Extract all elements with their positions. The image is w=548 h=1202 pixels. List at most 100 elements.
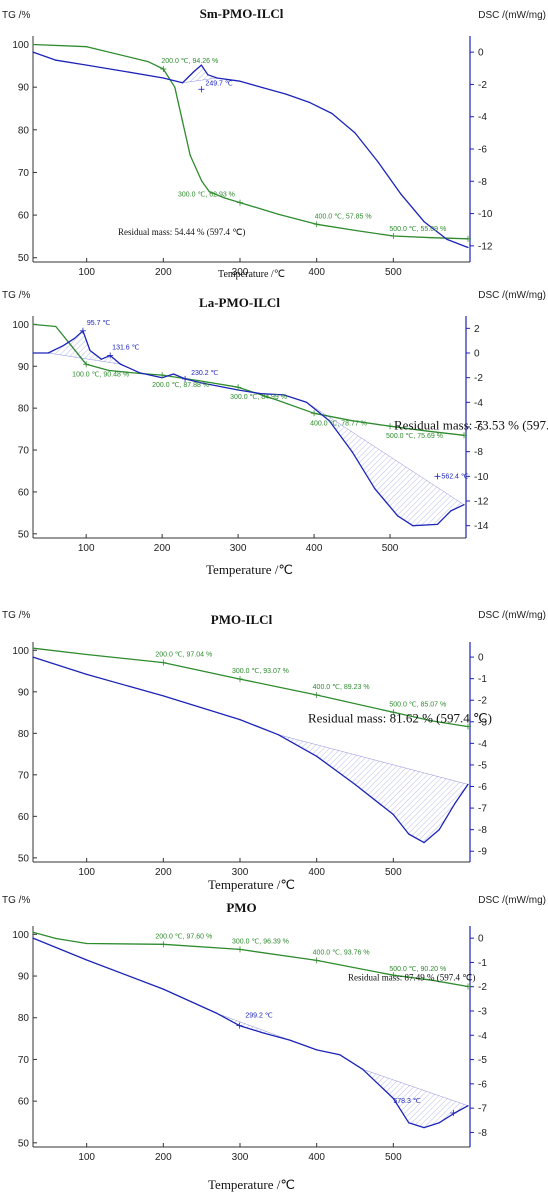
dsc-data-point [283,394,285,396]
annotation-label: 95.7 ℃ [87,320,111,327]
tg-data-point [32,931,34,933]
x-tick-label: 100 [78,867,95,878]
y-right-axis-title: DSC /(mW/mg) [478,290,546,301]
y-right-tick-label: -8 [478,1128,487,1139]
dsc-peak-area [47,330,122,365]
dsc-data-point [86,673,88,675]
y-right-tick-label: -2 [474,373,483,384]
x-axis-title: Temperature /℃ [208,1177,295,1192]
y-left-axis-title: TG /% [2,895,30,906]
y-right-tick-label: 0 [478,48,484,59]
dsc-data-point [400,193,402,195]
y-right-tick-label: -14 [474,521,489,532]
y-right-tick-label: -4 [478,739,487,750]
y-right-tick-label: -6 [478,782,487,793]
tg-data-point [55,325,57,328]
annotation-label: 300.0 ℃, 93.07 % [232,668,289,675]
dsc-peak-area [216,1013,290,1041]
y-right-tick-label: -1 [478,674,487,685]
y-right-tick-label: -6 [478,1079,487,1090]
tg-data-point [32,43,34,46]
y-left-tick-label: 90 [18,972,30,983]
tg-data-point [201,180,203,182]
y-right-tick-label: 2 [474,324,480,335]
y-right-tick-label: -10 [478,209,493,220]
chart-pmo: 100 200 300 400 500 50 60 70 80 90 100 0 -1 -2 -3 -4 -5 -… [2,895,546,1192]
dsc-data-point [467,246,469,249]
y-right-axis-title: DSC /(mW/mg) [478,895,546,906]
dsc-data-point [260,393,262,395]
y-right-tick-label: -12 [474,497,489,508]
dsc-data-point [316,1049,318,1051]
tg-data-point [199,380,201,382]
annotation-label: 230.2 ℃ [191,370,218,377]
y-left-tick-label: 50 [18,253,30,264]
y-left-tick-label: 60 [18,487,30,498]
y-left-tick-label: 70 [18,446,30,457]
y-right-tick-label: -4 [478,1031,487,1042]
y-left-tick-label: 80 [18,729,30,740]
y-left-tick-label: 90 [18,362,30,373]
annotation-label: 562.4 ℃ [441,473,468,480]
annotation-label: 500.0 ℃, 55.09 % [389,226,446,233]
annotation-label: 578.3 ℃ [393,1098,420,1105]
y-left-tick-label: 80 [18,1013,30,1024]
annotation-label: 400.0 ℃, 93.76 % [313,949,370,956]
x-axis-title: Temperature /℃ [206,562,293,577]
dsc-data-point [172,373,175,375]
y-right-tick-label: -6 [474,423,483,434]
tg-data-point [108,369,110,372]
y-left-tick-label: 70 [18,1055,30,1066]
dsc-data-point [138,372,140,374]
tg-data-point [32,323,34,325]
residual-mass-label: Residual mass: 81.62 % (597.4 ℃) [308,711,492,726]
y-left-tick-label: 100 [12,320,29,331]
y-right-tick-label: -7 [478,1104,487,1115]
tg-data-point [351,420,353,422]
tg-data-point [427,430,429,432]
x-tick-label: 400 [308,267,325,278]
residual-mass-label: Residual mass: 73.53 % (597.4 ℃) [394,417,548,432]
dsc-data-point [285,93,287,95]
y-right-tick-label: -6 [478,145,487,156]
dsc-peak-area [181,64,218,84]
annotation-label: 200.0 ℃, 97.60 % [155,933,212,940]
dsc-data-point [162,695,164,697]
x-tick-label: 200 [155,867,172,878]
dsc-peak-area [362,1069,469,1128]
x-tick-label: 500 [385,267,402,278]
annotation-label: 300.0 ℃, 84.99 % [230,394,287,401]
x-tick-label: 200 [155,1152,172,1163]
x-tick-label: 400 [308,867,325,878]
x-tick-label: 300 [232,1152,249,1163]
annotation-label: 200.0 ℃, 97.04 % [155,652,212,659]
dsc-data-point [32,51,34,53]
y-right-tick-label: -5 [478,760,487,771]
y-right-tick-label: -8 [478,177,487,188]
y-left-tick-label: 60 [18,1097,30,1108]
residual-mass-label: Residual mass: 87.49 % (597.4 ℃) [348,973,475,983]
dsc-data-point [239,80,241,82]
annotation-label: 400.0 ℃, 57.85 % [315,213,372,220]
dsc-data-point [86,959,88,961]
dsc-data-point [32,656,34,658]
tg-data-point [189,154,191,156]
y-left-tick-label: 100 [12,40,29,51]
dsc-data-point [199,382,201,384]
y-left-tick-label: 60 [18,812,30,823]
y-right-tick-label: -3 [478,1007,487,1018]
y-right-tick-label: -1 [478,958,487,969]
tg-data-point [224,197,226,199]
dsc-data-point [32,352,34,354]
tg-data-point [354,229,356,232]
tg-data-point [55,937,57,940]
y-right-tick-label: -4 [478,112,487,123]
annotation-label: 300.0 ℃, 62.93 % [178,192,235,199]
x-axis-title: Temperature /℃ [218,269,285,280]
dsc-data-point [162,988,164,990]
y-left-tick-label: 50 [18,853,30,864]
y-left-axis-title: TG /% [2,290,30,301]
y-right-tick-label: 0 [478,653,484,664]
dsc-data-point [262,87,264,89]
x-tick-label: 500 [385,867,402,878]
